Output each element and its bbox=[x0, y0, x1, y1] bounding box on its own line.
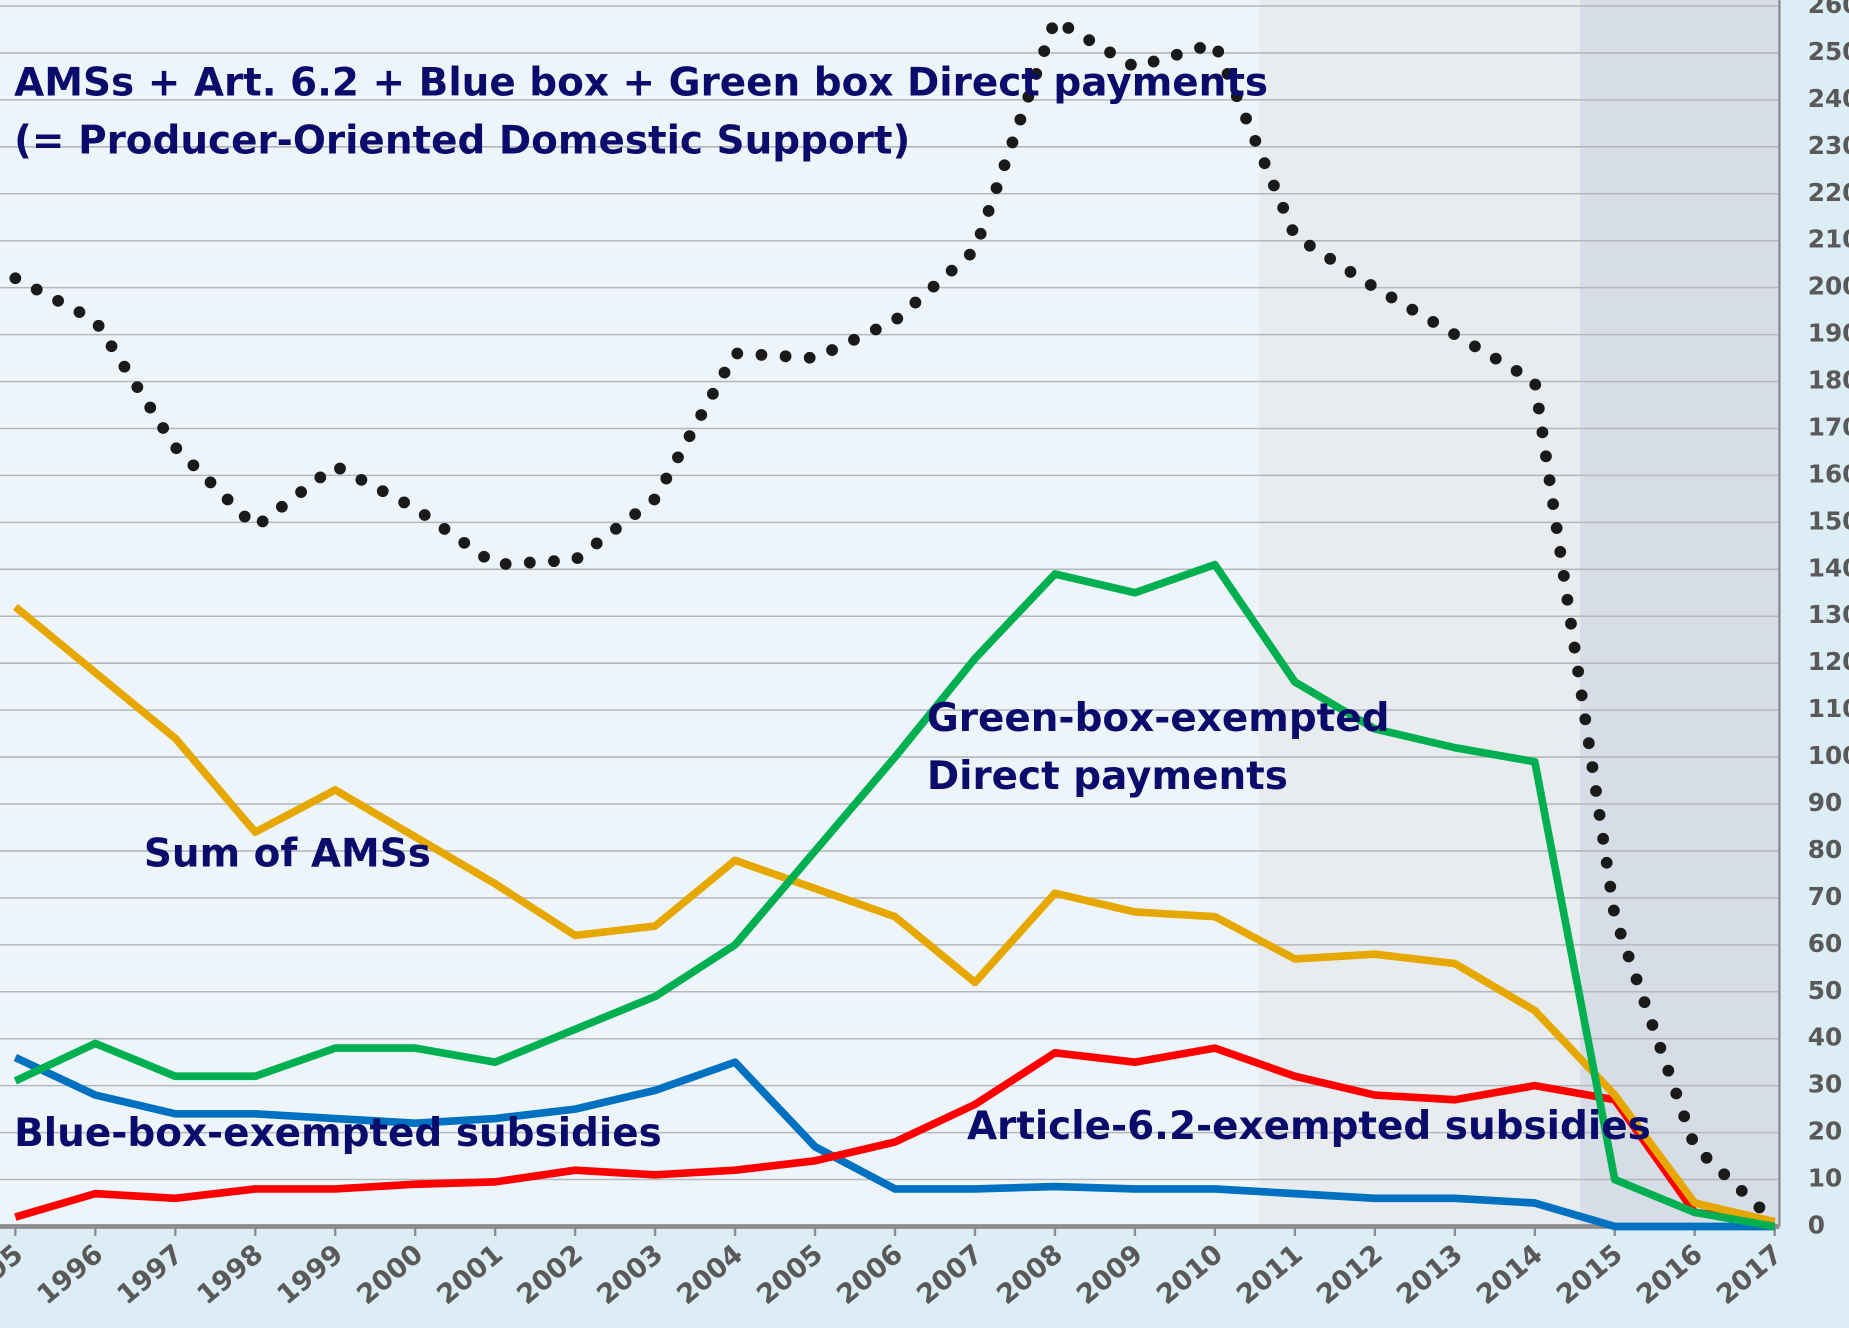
y-tick-label: 140 bbox=[1808, 553, 1849, 582]
y-tick-label: 260 bbox=[1808, 0, 1849, 19]
y-tick-label: 0 bbox=[1808, 1210, 1825, 1239]
shaded-period bbox=[1259, 0, 1581, 1227]
y-tick-label: 200 bbox=[1808, 272, 1849, 301]
y-tick-label: 160 bbox=[1808, 459, 1849, 488]
y-tick-label: 250 bbox=[1808, 37, 1849, 66]
y-tick-label: 150 bbox=[1808, 506, 1849, 535]
y-tick-label: 80 bbox=[1808, 835, 1842, 864]
shaded-period bbox=[1580, 0, 1779, 1227]
y-tick-label: 100 bbox=[1808, 741, 1849, 770]
y-tick-label: 90 bbox=[1808, 788, 1842, 817]
y-tick-label: 50 bbox=[1808, 976, 1842, 1005]
series-line bbox=[13, 560, 1776, 1231]
series-line bbox=[12, 603, 1776, 1226]
y-tick-label: 220 bbox=[1808, 178, 1849, 207]
series-lines bbox=[9, 14, 1781, 1231]
y-tick-label: 10 bbox=[1808, 1164, 1842, 1193]
series-label: (= Producer-Oriented Domestic Support) bbox=[14, 118, 910, 163]
y-tick-label: 180 bbox=[1808, 366, 1849, 395]
series-label: Sum of AMSs bbox=[144, 832, 431, 877]
series-line bbox=[9, 14, 1781, 1228]
labels: AMSs + Art. 6.2 + Blue box + Green box D… bbox=[14, 61, 1651, 1157]
y-tick-label: 240 bbox=[1808, 84, 1849, 113]
series-line bbox=[14, 1044, 1776, 1226]
series-label: AMSs + Art. 6.2 + Blue box + Green box D… bbox=[14, 61, 1268, 106]
y-tick-label: 190 bbox=[1808, 319, 1849, 348]
y-tick-label: 40 bbox=[1808, 1023, 1842, 1052]
y-tick-label: 170 bbox=[1808, 412, 1849, 441]
y-tick-label: 30 bbox=[1808, 1070, 1842, 1099]
y-tick-label: 60 bbox=[1808, 929, 1842, 958]
series-label: Green-box-exempted bbox=[927, 696, 1390, 741]
y-tick-label: 120 bbox=[1808, 647, 1849, 676]
y-tick-label: 230 bbox=[1808, 131, 1849, 160]
y-tick-label: 70 bbox=[1808, 882, 1842, 911]
y-tick-label: 110 bbox=[1808, 694, 1849, 723]
y-tick-label: 210 bbox=[1808, 225, 1849, 254]
series-label: Blue-box-exempted subsidies bbox=[14, 1111, 662, 1156]
y-tick-label: 130 bbox=[1808, 600, 1849, 629]
series-label: Direct payments bbox=[927, 754, 1288, 799]
plot-area bbox=[0, 0, 1260, 1227]
y-tick-label: 20 bbox=[1808, 1117, 1842, 1146]
series-line bbox=[13, 1054, 1775, 1231]
series-label: Article-6.2-exempted subsidies bbox=[967, 1104, 1651, 1149]
